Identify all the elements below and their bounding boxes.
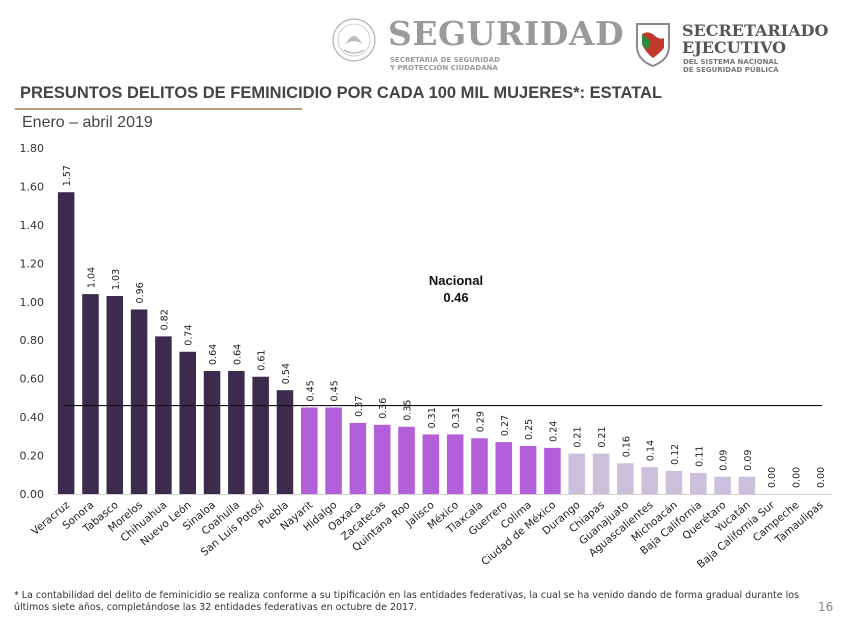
bar: [252, 376, 269, 494]
bar-value-label: 0.31: [427, 407, 438, 428]
bar-value-label: 0.96: [135, 282, 146, 303]
bar: [568, 453, 585, 494]
bar-value-label: 0.14: [646, 440, 657, 461]
bar: [228, 370, 245, 494]
y-tick-label: 1.00: [20, 296, 45, 309]
bar: [544, 447, 561, 494]
bar-value-label: 0.00: [816, 467, 827, 488]
y-tick-label: 0.40: [20, 411, 45, 424]
bar-value-label: 0.09: [719, 450, 730, 471]
bar-value-label: 0.29: [475, 411, 486, 432]
bar-value-label: 0.82: [159, 309, 170, 330]
bar-value-label: 0.00: [792, 467, 803, 488]
bars: [57, 192, 756, 494]
bar-value-label: 0.45: [305, 380, 316, 401]
bar-value-label: 0.25: [524, 419, 535, 440]
bar: [325, 407, 342, 494]
bar-value-label: 0.74: [184, 325, 195, 346]
bar: [519, 445, 537, 494]
bar-value-label: 0.21: [573, 426, 584, 447]
bar-value-label: 0.16: [621, 436, 632, 457]
bar: [301, 407, 318, 494]
y-tick-label: 1.20: [20, 257, 45, 270]
bar-value-label: 0.12: [670, 444, 681, 465]
national-label: Nacional: [429, 273, 483, 288]
title-underline: [15, 108, 302, 110]
bar-value-label: 0.24: [548, 421, 559, 442]
y-tick-label: 1.40: [20, 219, 45, 232]
bar: [179, 351, 196, 494]
seguridad-logo-word: SEGURIDAD: [388, 14, 625, 53]
sesnsp-logo-word: SECRETARIADO EJECUTIVO: [682, 21, 829, 57]
bar-value-label: 0.54: [281, 363, 292, 384]
bar-value-label: 0.36: [378, 398, 389, 419]
bar-value-label: 0.09: [743, 450, 754, 471]
sesnsp-logo-subtitle: DEL SISTEMA NACIONAL DE SEGURIDAD PÚBLIC…: [683, 58, 779, 74]
bar-value-label: 0.61: [257, 350, 268, 371]
y-tick-label: 1.60: [20, 180, 45, 193]
chart-subtitle: Enero – abril 2019: [22, 114, 153, 131]
bar: [495, 442, 513, 494]
y-tick-label: 0.20: [20, 450, 45, 463]
bar-chart: 0.00 0.20 0.40 0.60 0.80 1.00 1.20 1.40 1.60 1.80…: [20, 142, 832, 571]
bar: [373, 424, 391, 494]
bar: [130, 309, 148, 494]
bar: [398, 426, 415, 494]
bar-value-label: 0.27: [500, 415, 511, 436]
bar-value-label: 0.64: [232, 344, 243, 365]
bar: [155, 336, 172, 494]
bar-value-label: 0.31: [451, 407, 462, 428]
bar: [422, 434, 440, 494]
bar: [690, 472, 707, 494]
y-tick-label: 1.80: [20, 142, 45, 155]
sesnsp-shield-icon: [636, 23, 670, 68]
page-number: 16: [818, 600, 834, 614]
bar: [592, 453, 610, 494]
bar: [665, 470, 683, 494]
chart-title: PRESUNTOS DELITOS DE FEMINICIDIO POR CAD…: [20, 84, 663, 102]
seguridad-emblem-icon: [332, 18, 376, 62]
national-value-label: 0.46: [443, 290, 468, 305]
bar-value-label: 0.00: [767, 467, 778, 488]
value-labels: 1.57 1.04 1.03 0.96 0.82 0.74 0.64 0.64 0.61 0.54…: [62, 165, 827, 488]
bar: [57, 192, 75, 494]
y-tick-label: 0.00: [20, 488, 45, 501]
bar: [471, 438, 488, 494]
y-tick-label: 0.80: [20, 334, 45, 347]
bar: [446, 434, 464, 494]
bar: [641, 467, 658, 494]
bar: [82, 294, 99, 494]
y-tick-label: 0.60: [20, 373, 45, 386]
seguridad-logo-subtitle: SECRETARÍA DE SEGURIDAD Y PROTECCIÓN CIU…: [390, 56, 500, 72]
bar-value-label: 0.11: [694, 446, 705, 467]
bar: [276, 390, 294, 494]
footnote: * La contabilidad del delito de feminici…: [14, 590, 799, 613]
bar-value-label: 1.57: [62, 165, 73, 186]
bar-value-label: 1.04: [86, 267, 97, 288]
bar-value-label: 0.64: [208, 344, 219, 365]
x-axis-labels: VeracruzSonoraTabascoMorelosChihuahuaNue…: [29, 498, 826, 570]
bar: [714, 476, 731, 494]
bar: [617, 463, 634, 494]
bar: [738, 476, 756, 494]
bar-value-label: 0.45: [330, 380, 341, 401]
bar-value-label: 0.21: [597, 426, 608, 447]
bar: [106, 296, 124, 494]
bar-value-label: 1.03: [111, 269, 122, 290]
bar-value-label: 0.35: [403, 400, 414, 421]
bar-value-label: 0.37: [354, 396, 365, 417]
y-axis: 0.00 0.20 0.40 0.60 0.80 1.00 1.20 1.40 1.60 1.80: [20, 142, 45, 501]
bar: [349, 422, 367, 494]
bar: [203, 370, 221, 494]
